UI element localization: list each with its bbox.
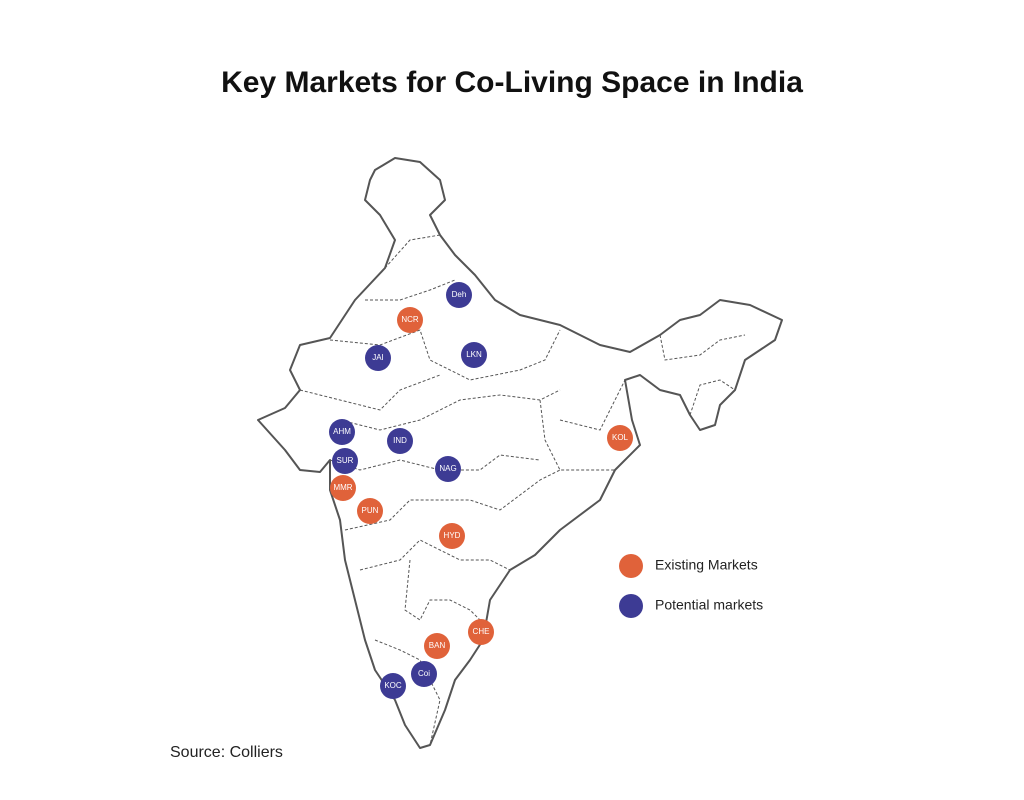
legend-swatch <box>619 594 643 618</box>
market-marker <box>607 425 633 451</box>
market-label: Deh <box>452 290 467 299</box>
market-marker <box>380 673 406 699</box>
market-label: PUN <box>362 506 379 515</box>
market-label: SUR <box>337 456 354 465</box>
market-label: AHM <box>333 427 351 436</box>
market-label: BAN <box>429 641 446 650</box>
market-marker <box>387 428 413 454</box>
market-marker <box>424 633 450 659</box>
market-label: IND <box>393 436 407 445</box>
india-outline <box>257 157 783 749</box>
market-marker <box>411 661 437 687</box>
state-borders <box>299 234 746 746</box>
market-marker <box>435 456 461 482</box>
market-label: LKN <box>466 350 482 359</box>
legend: Existing Markets Potential markets <box>619 554 763 618</box>
market-label: CHE <box>473 627 490 636</box>
market-label: KOL <box>612 433 629 442</box>
legend-swatch <box>619 554 643 578</box>
market-marker <box>397 307 423 333</box>
market-marker <box>357 498 383 524</box>
title: Key Markets for Co-Living Space in India <box>221 66 803 99</box>
market-label: HYD <box>444 531 461 540</box>
source: Source: Colliers <box>170 744 283 761</box>
market-label: KOC <box>384 681 402 690</box>
market-marker <box>446 282 472 308</box>
markers: NCR KOL MMR PUN HYD CHE BAN Deh JAI LKN AHM IND SUR N… <box>329 282 633 699</box>
market-marker <box>439 523 465 549</box>
market-marker <box>468 619 494 645</box>
market-label: NCR <box>401 315 419 324</box>
market-label: Coi <box>418 669 430 678</box>
market-label: JAI <box>372 353 384 362</box>
legend-label: Potential markets <box>655 597 763 613</box>
market-label: NAG <box>439 464 456 473</box>
market-marker <box>332 448 358 474</box>
legend-label: Existing Markets <box>655 557 758 573</box>
market-label: MMR <box>333 483 352 492</box>
market-marker <box>329 419 355 445</box>
market-marker <box>461 342 487 368</box>
market-marker <box>365 345 391 371</box>
market-marker <box>330 475 356 501</box>
